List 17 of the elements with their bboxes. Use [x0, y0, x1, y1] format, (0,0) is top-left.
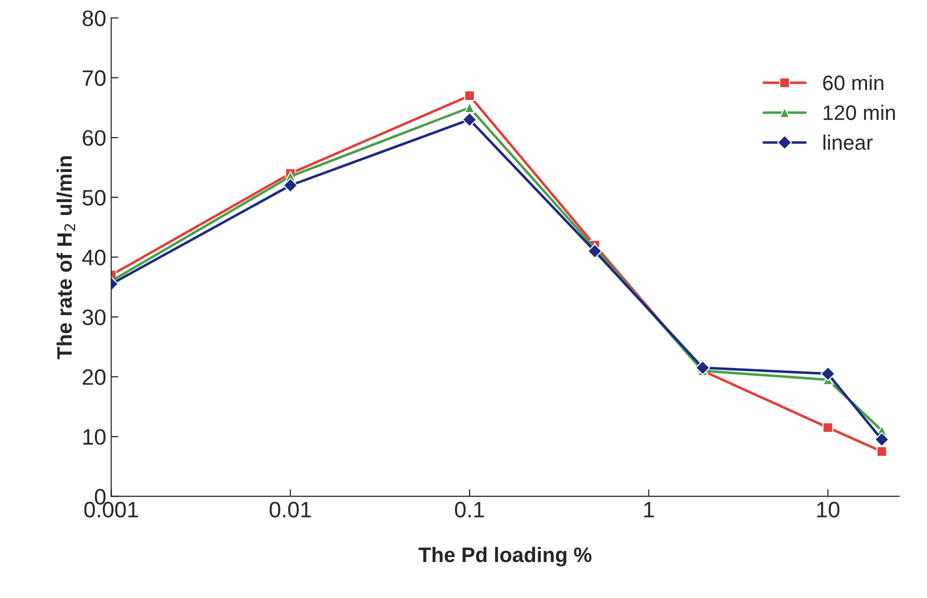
x-tick-label: 0.01: [270, 502, 311, 518]
y-axis-title: The rate of H$_{2}$ ul/min: [56, 156, 76, 360]
y-tick-label: 60: [82, 130, 106, 146]
y-tick-label: 30: [82, 309, 106, 326]
x-tick-label: 0.1: [454, 502, 484, 518]
legend-label: 120 min: [824, 104, 895, 120]
y-tick-label: 50: [82, 190, 106, 206]
y-tick-label: 20: [82, 369, 106, 386]
x-tick-label: 10: [817, 502, 840, 518]
y-tick-label: 10: [83, 429, 106, 445]
y-tick-label: 40: [82, 250, 106, 266]
legend-label: linear: [823, 134, 873, 150]
legend-label: 60 min: [823, 74, 884, 90]
x-tick-label: 1: [644, 502, 654, 518]
y-tick-label: 70: [82, 70, 106, 86]
y-tick-label: 80: [82, 10, 106, 26]
x-axis-title: The Pd loading %: [418, 546, 592, 566]
